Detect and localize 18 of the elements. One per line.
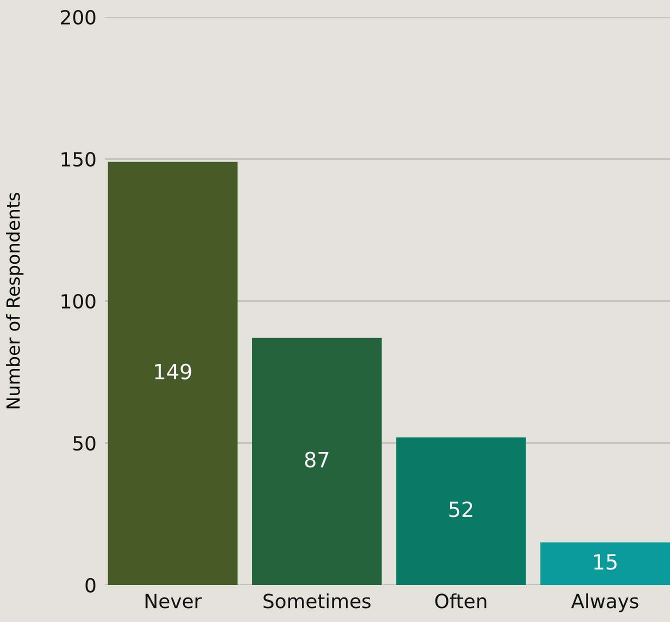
bar: [252, 338, 382, 585]
y-axis-title: Number of Respondents: [6, 192, 24, 408]
y-tick-label: 200: [60, 10, 96, 25]
y-tick-label: 50: [73, 436, 96, 451]
y-tick-label: 100: [62, 294, 96, 309]
bar: [396, 437, 526, 585]
data-label: 15: [594, 554, 617, 570]
data-label: 52: [449, 501, 472, 518]
x-tick-label: Often: [435, 593, 486, 608]
data-label: 149: [155, 364, 192, 380]
bar: [108, 162, 238, 585]
x-tick-label: Sometimes: [264, 593, 371, 608]
data-label: 87: [305, 452, 328, 468]
y-tick-label: 0: [86, 578, 96, 593]
bar: [540, 542, 670, 585]
y-tick-label: 150: [62, 152, 96, 167]
x-tick-label: Never: [146, 594, 202, 608]
x-tick-label: Always: [571, 593, 638, 612]
